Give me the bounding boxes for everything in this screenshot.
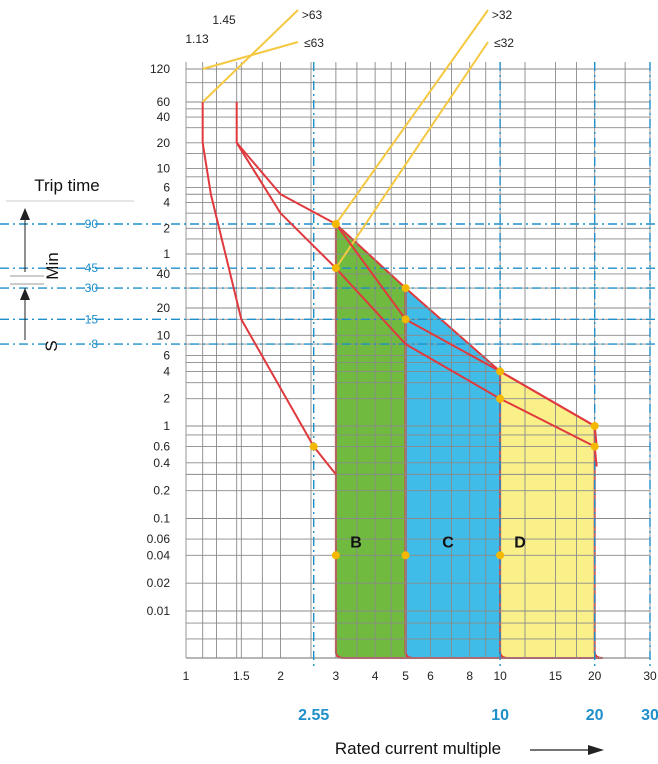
y-tick-label: 40 — [157, 110, 171, 124]
marked-point — [496, 367, 505, 376]
y-tick-label: 0.1 — [153, 512, 170, 526]
y-marked-label: 30 — [85, 281, 99, 295]
y-marked-label: 15 — [85, 312, 99, 326]
y-marked-label: 8 — [91, 337, 98, 351]
conventional-line — [335, 41, 489, 269]
x-tick-label: 30 — [643, 669, 657, 683]
y-tick-label: 20 — [157, 136, 171, 150]
y-tick-label: 10 — [157, 328, 171, 342]
y-marked-label: 90 — [85, 217, 99, 231]
y-tick-label: 1 — [163, 419, 170, 433]
marked-point — [401, 284, 410, 293]
marked-point — [496, 394, 505, 403]
y-tick-label: 60 — [157, 95, 171, 109]
min-arrow-head — [20, 208, 30, 220]
top-label: 1.45 — [212, 13, 236, 27]
y-tick-label: 0.4 — [153, 456, 170, 470]
x-tick-label: 4 — [372, 669, 379, 683]
s-arrow-head — [20, 288, 30, 300]
x-tick-label: 5 — [402, 669, 409, 683]
top-label: >32 — [492, 8, 513, 22]
y-tick-label: 0.04 — [147, 548, 171, 562]
x-marked-label: 30 — [641, 707, 658, 724]
y-tick-label: 20 — [157, 301, 171, 315]
y-marked-label: 45 — [85, 261, 99, 275]
x-tick-label: 15 — [549, 669, 563, 683]
x-tick-label: 8 — [466, 669, 473, 683]
trip-curve — [201, 102, 337, 475]
y-tick-label: 6 — [163, 348, 170, 362]
marked-point — [496, 551, 505, 560]
marked-point — [309, 442, 318, 451]
marked-point — [401, 315, 410, 324]
marked-point — [590, 422, 599, 430]
x-tick-label: 6 — [427, 669, 434, 683]
conventional-line — [335, 9, 489, 225]
x-axis-title: Rated current multiple — [335, 739, 501, 758]
x-marked-label: 10 — [491, 707, 509, 724]
marked-point — [331, 551, 340, 560]
x-marked-label: 2.55 — [298, 707, 329, 724]
zone-d — [499, 369, 603, 659]
x-tick-label: 3 — [333, 669, 340, 683]
y-tick-label: 0.6 — [153, 440, 170, 454]
x-tick-label: 10 — [493, 669, 507, 683]
y-tick-label: 6 — [163, 180, 170, 194]
top-label: >63 — [302, 8, 323, 22]
marked-point — [401, 551, 410, 560]
top-label: 1.13 — [185, 32, 209, 46]
x-tick-label: 1.5 — [233, 669, 250, 683]
x-tick-label: 20 — [588, 669, 602, 683]
marked-point — [590, 442, 599, 451]
y-tick-label: 0.2 — [153, 484, 170, 498]
y-tick-label: 4 — [163, 364, 170, 378]
x-tick-label: 1 — [183, 669, 190, 683]
x-marked-label: 20 — [586, 707, 604, 724]
y-tick-label: 0.02 — [147, 576, 171, 590]
y-tick-label: 40 — [157, 267, 171, 281]
y-axis-title: Trip time — [34, 176, 100, 195]
marked-point — [331, 264, 340, 273]
y-tick-label: 2 — [163, 221, 170, 235]
x-arrow-head — [588, 745, 604, 755]
unit-label-min: Min — [43, 252, 62, 279]
y-tick-label: 0.06 — [147, 532, 171, 546]
zone-label-c: C — [442, 534, 454, 551]
x-tick-label: 2 — [277, 669, 284, 683]
top-label: ≤32 — [494, 36, 514, 50]
zone-label-d: D — [514, 534, 526, 551]
unit-label-s: S — [42, 340, 61, 351]
top-label: ≤63 — [304, 36, 324, 50]
y-tick-label: 120 — [150, 62, 170, 76]
trip-curve — [235, 102, 598, 447]
y-tick-label: 0.01 — [147, 604, 171, 618]
y-tick-label: 2 — [163, 392, 170, 406]
conventional-line — [202, 41, 299, 70]
zone-label-b: B — [350, 534, 362, 551]
y-tick-label: 10 — [157, 162, 171, 176]
y-tick-label: 1 — [163, 247, 170, 261]
y-tick-label: 4 — [163, 196, 170, 210]
marked-point — [331, 220, 340, 228]
